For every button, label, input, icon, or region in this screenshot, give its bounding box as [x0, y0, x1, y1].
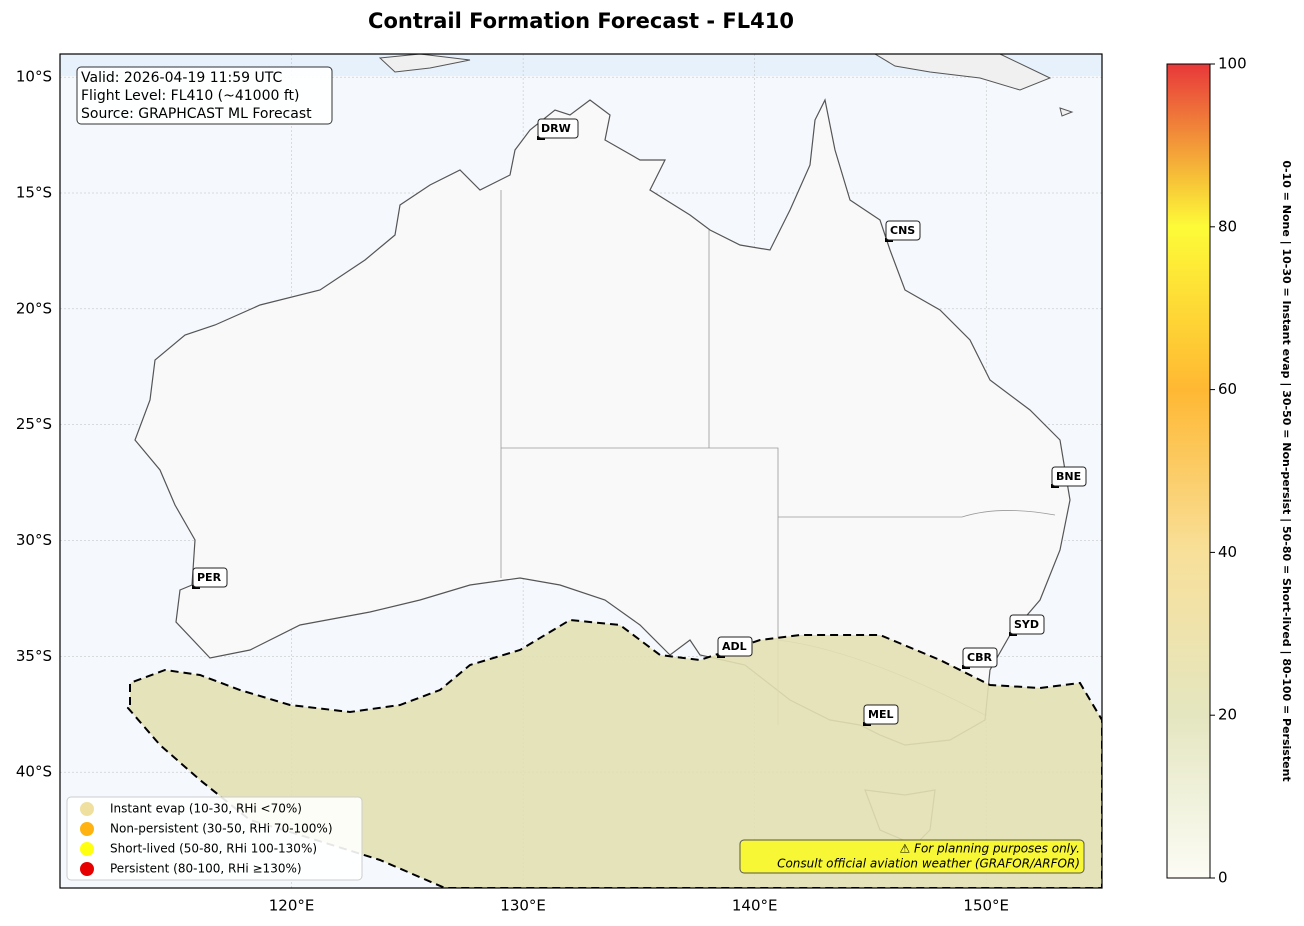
state-borders: [500, 190, 1056, 725]
y-tick-label: 40°S: [16, 763, 52, 781]
colorbar-label: 0-10 = None | 10-30 = Instant evap | 30-…: [1280, 160, 1293, 781]
legend-label: Instant evap (10-30, RHi <70%): [110, 802, 302, 816]
disclaimer: ⚠ For planning purposes only.Consult off…: [777, 842, 1080, 871]
disclaimer-box: [739, 839, 1085, 874]
city-markers: DRW CNS BNE PER ADL SYD CBR MEL: [192, 118, 1087, 726]
x-tick-label: 150°E: [963, 897, 1009, 915]
disclaimer-line: Consult official aviation weather (GRAFO…: [777, 857, 1080, 871]
axes: 120°E 130°E 140°E 150°E 10°S 15°S 20°S 25°S 30°S…: [16, 68, 1009, 915]
city-label: PER: [197, 571, 222, 584]
legend-swatch: [80, 842, 94, 856]
y-tick-label: 10°S: [16, 68, 52, 86]
info-box: [76, 66, 333, 125]
legend-label: Persistent (80-100, RHi ≥130%): [110, 862, 302, 876]
info-line: Valid: 2026-04-19 11:59 UTC: [81, 70, 282, 86]
disclaimer-line: ⚠ For planning purposes only.: [900, 842, 1080, 856]
colorbar-tick-label: 60: [1218, 380, 1237, 398]
info-line: Flight Level: FL410 (~41000 ft): [81, 88, 300, 104]
x-tick-label: 140°E: [732, 897, 778, 915]
legend-label: Non-persistent (30-50, RHi 70-100%): [110, 822, 333, 836]
contrail-region: [126, 618, 1102, 888]
legend-box: [66, 796, 363, 881]
legend: Instant evap (10-30, RHi <70%) Non-persis…: [80, 802, 333, 876]
legend-swatch: [80, 862, 94, 876]
legend-swatch: [80, 822, 94, 836]
info-text: Valid: 2026-04-19 11:59 UTC Flight Level:…: [81, 70, 312, 122]
legend-label: Short-lived (50-80, RHi 100-130%): [110, 842, 317, 856]
colorbar-tick-label: 20: [1218, 706, 1237, 724]
islands: [378, 54, 1074, 117]
city-label: ADL: [722, 640, 747, 653]
colorbar-ticks: 0 20 40 60 80 100: [1210, 55, 1247, 887]
city-label: CNS: [890, 224, 915, 237]
city-label: DRW: [541, 122, 571, 135]
city-label: MEL: [868, 708, 893, 721]
y-tick-label: 25°S: [16, 415, 52, 433]
city-label: CBR: [967, 651, 992, 664]
city-label: SYD: [1014, 618, 1039, 631]
colorbar-tick-label: 80: [1218, 217, 1237, 235]
colorbar-tick-label: 0: [1218, 869, 1228, 887]
map-area: DRW CNS BNE PER ADL SYD CBR MEL Valid: 2…: [60, 54, 1102, 888]
map-frame: [59, 53, 1103, 889]
x-tick-label: 130°E: [500, 897, 546, 915]
legend-swatch: [80, 802, 94, 816]
y-tick-label: 15°S: [16, 184, 52, 202]
y-tick-label: 30°S: [16, 531, 52, 549]
y-tick-label: 20°S: [16, 299, 52, 317]
colorbar-tick-label: 100: [1218, 55, 1247, 73]
colorbar: [1166, 63, 1211, 879]
colorbar-tick-label: 40: [1218, 543, 1237, 561]
y-tick-label: 35°S: [16, 647, 52, 665]
x-tick-label: 120°E: [269, 897, 315, 915]
title: Contrail Formation Forecast - FL410: [368, 9, 794, 33]
info-line: Source: GRAPHCAST ML Forecast: [81, 106, 312, 122]
city-label: BNE: [1056, 470, 1081, 483]
